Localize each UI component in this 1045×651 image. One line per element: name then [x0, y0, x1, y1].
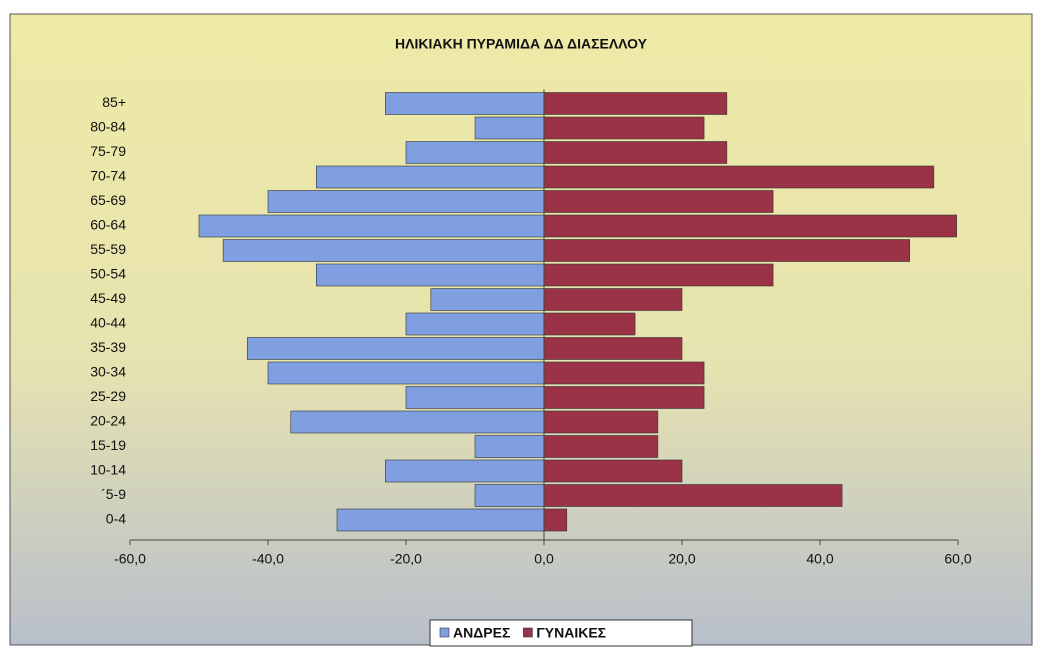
- y-tick-label: 10-14: [90, 462, 126, 478]
- bar: [384, 92, 545, 115]
- bar: [543, 435, 659, 458]
- bar: [543, 239, 911, 262]
- bar: [405, 386, 545, 409]
- bar: [405, 312, 545, 336]
- bar: [315, 165, 545, 189]
- y-tick-label: 75-79: [90, 143, 126, 159]
- x-tick-label: -40,0: [252, 551, 284, 567]
- bar: [247, 337, 545, 360]
- bar: [543, 288, 683, 311]
- bar: [474, 435, 545, 458]
- y-tick-label: 55-59: [90, 241, 126, 257]
- y-tick-label: 30-34: [90, 364, 126, 380]
- y-tick-label: 25-29: [90, 388, 126, 404]
- x-tick-label: 60,0: [944, 551, 971, 567]
- legend-swatch: [439, 627, 450, 638]
- bar: [543, 386, 705, 409]
- y-tick-label: 80-84: [90, 119, 126, 135]
- y-tick-label: 50-54: [90, 266, 126, 282]
- y-tick-label: 20-24: [90, 413, 126, 429]
- bar: [290, 410, 545, 434]
- x-tick-label: -60,0: [114, 551, 146, 567]
- x-tick-label: 40,0: [806, 551, 833, 567]
- y-tick-label: 15-19: [90, 437, 126, 453]
- bar: [543, 214, 957, 238]
- x-tick-label: 20,0: [668, 551, 695, 567]
- bar: [543, 190, 774, 213]
- bar: [543, 337, 683, 360]
- bar: [543, 312, 636, 336]
- y-tick-label: 40-44: [90, 315, 126, 331]
- bar: [267, 190, 545, 213]
- y-tick-label: 70-74: [90, 168, 126, 184]
- y-tick-label: 85+: [102, 94, 126, 110]
- bar: [543, 361, 705, 385]
- bar: [405, 141, 545, 164]
- y-tick-label: 65-69: [90, 192, 126, 208]
- y-tick-label: 60-64: [90, 217, 126, 233]
- legend-box: [429, 619, 693, 647]
- chart-title: ΗΛΙΚΙΑΚΗ ΠΥΡΑΜΙΔΑ ΔΔ ΔΙΑΣΕΛΛΟΥ: [395, 36, 648, 52]
- legend: ΑΝΔΡΕΣ ΓΥΝΑΙΚΕΣ: [429, 619, 693, 647]
- y-tick-label: 0-4: [106, 511, 126, 527]
- bar: [384, 459, 545, 483]
- bar: [543, 484, 843, 507]
- bar: [543, 165, 935, 189]
- y-tick-label: ´5-9: [101, 486, 126, 502]
- y-tick-label: 35-39: [90, 339, 126, 355]
- x-tick-label: 0,0: [534, 551, 554, 567]
- bar: [543, 410, 659, 434]
- x-tick-label: -20,0: [390, 551, 422, 567]
- bar: [315, 263, 545, 287]
- bar: [267, 361, 545, 385]
- bar: [474, 116, 545, 140]
- legend-swatch: [523, 627, 533, 638]
- legend-label: ΑΝΔΡΕΣ: [453, 625, 510, 641]
- bar: [543, 92, 728, 115]
- bar: [222, 239, 545, 262]
- bar: [543, 263, 774, 287]
- y-tick-label: 45-49: [90, 290, 126, 306]
- bar: [543, 459, 683, 483]
- bar: [474, 484, 545, 507]
- legend-label: ΓΥΝΑΙΚΕΣ: [536, 625, 606, 641]
- bar: [543, 508, 568, 532]
- bar: [543, 116, 705, 140]
- bar: [198, 214, 545, 238]
- bar: [336, 508, 545, 532]
- bar: [430, 288, 545, 311]
- bar: [543, 141, 728, 164]
